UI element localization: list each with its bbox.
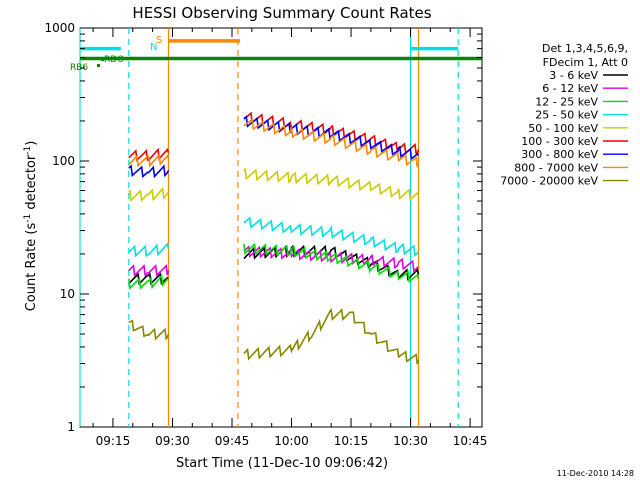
x-tick-label: 10:00 — [274, 434, 309, 448]
footer-date: 11-Dec-2010 14:28 — [557, 469, 634, 478]
x-tick-label: 09:45 — [215, 434, 250, 448]
y-label-exp2: -1 — [23, 146, 33, 155]
x-tick-label: 10:45 — [453, 434, 488, 448]
series-line — [243, 242, 420, 284]
x-tick-label: 09:30 — [155, 434, 190, 448]
series-line — [243, 167, 420, 201]
legend-header-line2: FDecim 1, Att 0 — [543, 56, 628, 69]
series-line — [128, 186, 170, 203]
legend-label: 7000 - 20000 keV — [500, 175, 598, 188]
rdo-marker-dot — [101, 58, 104, 61]
legend-label: 800 - 7000 keV — [514, 161, 598, 174]
legend-label: 3 - 6 keV — [549, 69, 598, 82]
y-tick-label: 1 — [67, 420, 75, 434]
series-line — [243, 308, 420, 365]
series-line — [128, 242, 170, 258]
series-line — [243, 216, 420, 257]
x-tick-label: 09:15 — [96, 434, 131, 448]
flag-label-rdo: RDO — [104, 55, 124, 65]
series-line — [243, 118, 420, 168]
chart-title: HESSI Observing Summary Count Rates — [132, 4, 431, 22]
legend-label: 100 - 300 keV — [521, 135, 598, 148]
series-line — [128, 319, 170, 341]
series-line — [243, 245, 419, 273]
legend-header-line1: Det 1,3,4,5,6,9, — [542, 42, 628, 55]
rb6-marker-dot — [97, 64, 100, 67]
legend-label: 50 - 100 keV — [528, 122, 598, 135]
y-axis-label: Count Rate (s-1 detector-1) — [23, 141, 39, 312]
x-tick-label: 10:15 — [334, 434, 369, 448]
series-line — [243, 115, 420, 161]
x-tick-label: 10:30 — [393, 434, 428, 448]
legend-label: 300 - 800 keV — [521, 148, 598, 161]
legend-label: 12 - 25 keV — [535, 95, 598, 108]
legend-label: 6 - 12 keV — [542, 82, 598, 95]
y-label-base: Count Rate (s — [24, 223, 39, 312]
y-tick-label: 10 — [60, 287, 75, 301]
y-label-exp1: -1 — [23, 214, 33, 223]
legend-label: 25 - 50 keV — [535, 109, 598, 122]
flag-label-s: S — [156, 35, 162, 46]
flag-label-n: N — [150, 42, 157, 53]
y-label-end: ) — [24, 141, 39, 146]
flag-label-rb6: RB6 — [70, 63, 88, 73]
plot-frame — [79, 27, 483, 428]
y-label-mid: detector — [24, 154, 39, 214]
series-line — [243, 111, 420, 156]
series-line — [128, 153, 170, 168]
series-line — [128, 164, 170, 179]
y-tick-label: 100 — [52, 154, 75, 168]
x-axis-label: Start Time (11-Dec-10 09:06:42) — [176, 456, 388, 471]
y-tick-label: 1000 — [44, 21, 75, 35]
series-line — [128, 273, 169, 290]
series-line — [128, 264, 170, 277]
